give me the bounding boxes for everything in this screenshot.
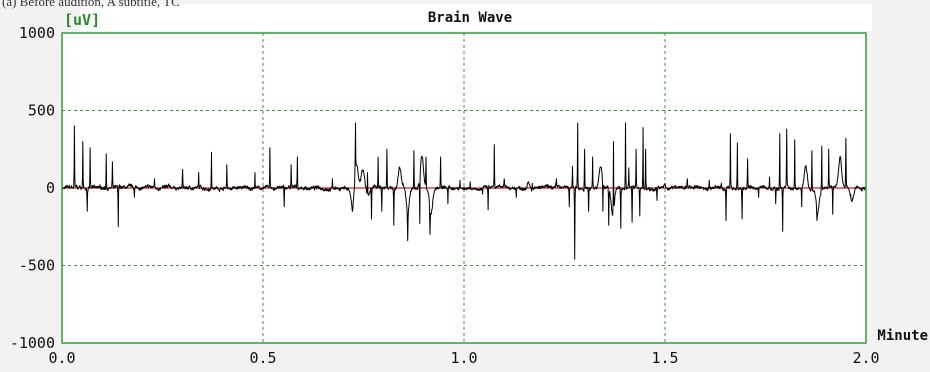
tick-labels: 0.0 0.5 1.0 1.5 2.0 1000 500 0 -500 -1000: [10, 24, 880, 367]
y-axis-unit-label: [uV]: [64, 11, 100, 29]
figure-caption: (a) Before audition, A subtitle, TC: [2, 0, 180, 9]
y-tick-label: 500: [28, 102, 55, 120]
y-tick-label: 0: [46, 179, 55, 197]
x-tick-label: 0.5: [249, 349, 276, 367]
eeg-trace-line: [61, 122, 867, 260]
y-tick-label: -500: [19, 257, 55, 275]
plot-frame: [61, 32, 867, 344]
chart-title: Brain Wave: [428, 10, 512, 26]
y-tick-label: 1000: [19, 24, 55, 42]
y-tick-label: -1000: [10, 334, 55, 352]
title-band: [80, 4, 872, 31]
x-tick-label: 2.0: [852, 349, 879, 367]
x-tick-label: 1.5: [651, 349, 678, 367]
x-axis-label: Minute: [877, 328, 928, 344]
x-tick-label: 0.0: [48, 349, 75, 367]
x-tick-label: 1.0: [450, 349, 477, 367]
